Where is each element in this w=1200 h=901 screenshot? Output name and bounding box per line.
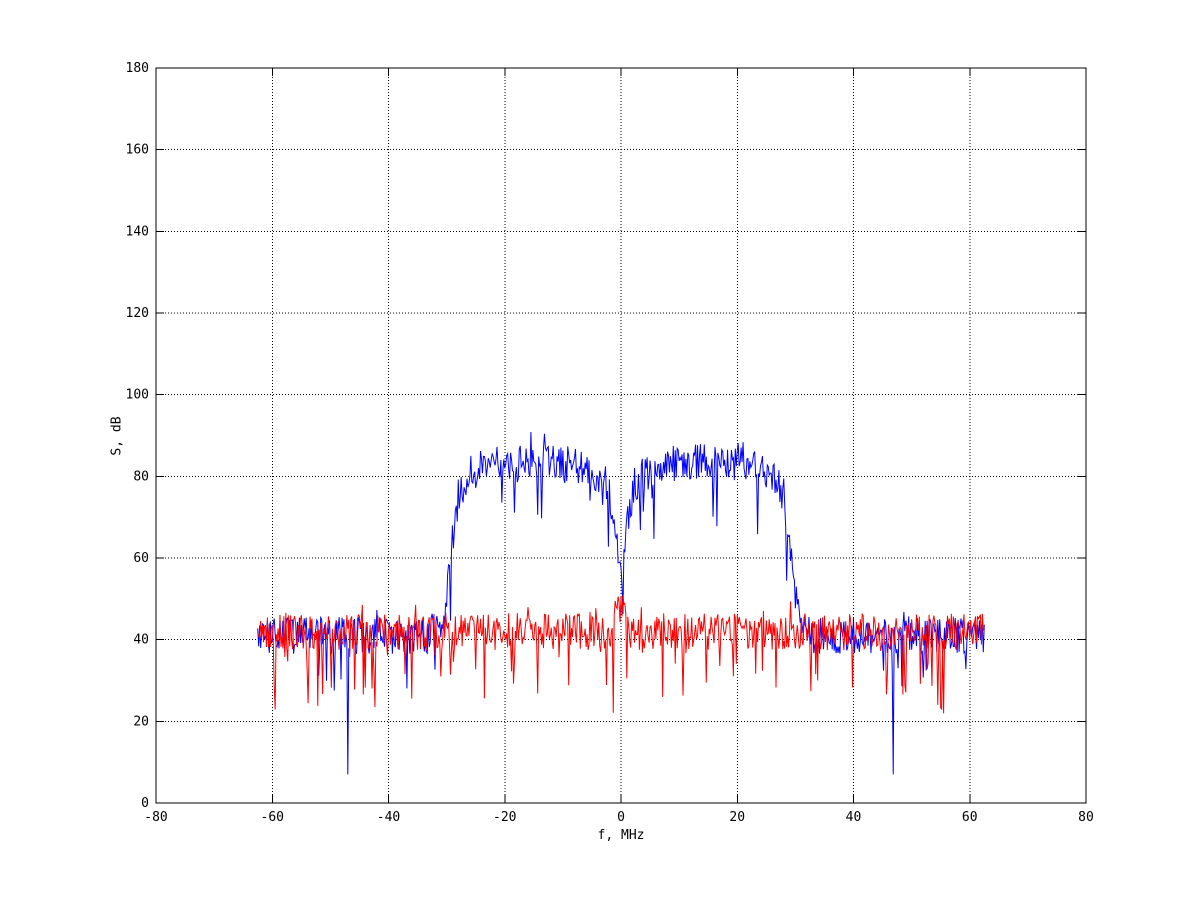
y-tick-label: 60 <box>133 551 149 566</box>
y-tick-label: 180 <box>126 61 149 76</box>
y-tick-label: 120 <box>126 306 149 321</box>
series-noise-floor-line <box>257 595 985 714</box>
y-tick-label: 140 <box>126 224 149 239</box>
x-tick-label: 40 <box>846 810 862 825</box>
x-tick-label: 60 <box>962 810 978 825</box>
x-tick-label: -40 <box>377 810 400 825</box>
y-tick-label: 40 <box>133 633 149 648</box>
x-tick-label: 80 <box>1078 810 1094 825</box>
y-tick-label: 100 <box>126 388 149 403</box>
x-tick-label: -80 <box>144 810 167 825</box>
x-tick-label: 0 <box>617 810 625 825</box>
y-axis-label: S, dB <box>109 416 125 456</box>
y-tick-label: 80 <box>133 469 149 484</box>
y-tick-label: 0 <box>141 796 149 811</box>
x-tick-label: 20 <box>729 810 745 825</box>
y-tick-label: 160 <box>126 143 149 158</box>
x-axis-label: f, MHz <box>597 828 645 843</box>
y-tick-label: 20 <box>133 714 149 729</box>
x-tick-label: -60 <box>261 810 284 825</box>
x-tick-label: -20 <box>493 810 516 825</box>
